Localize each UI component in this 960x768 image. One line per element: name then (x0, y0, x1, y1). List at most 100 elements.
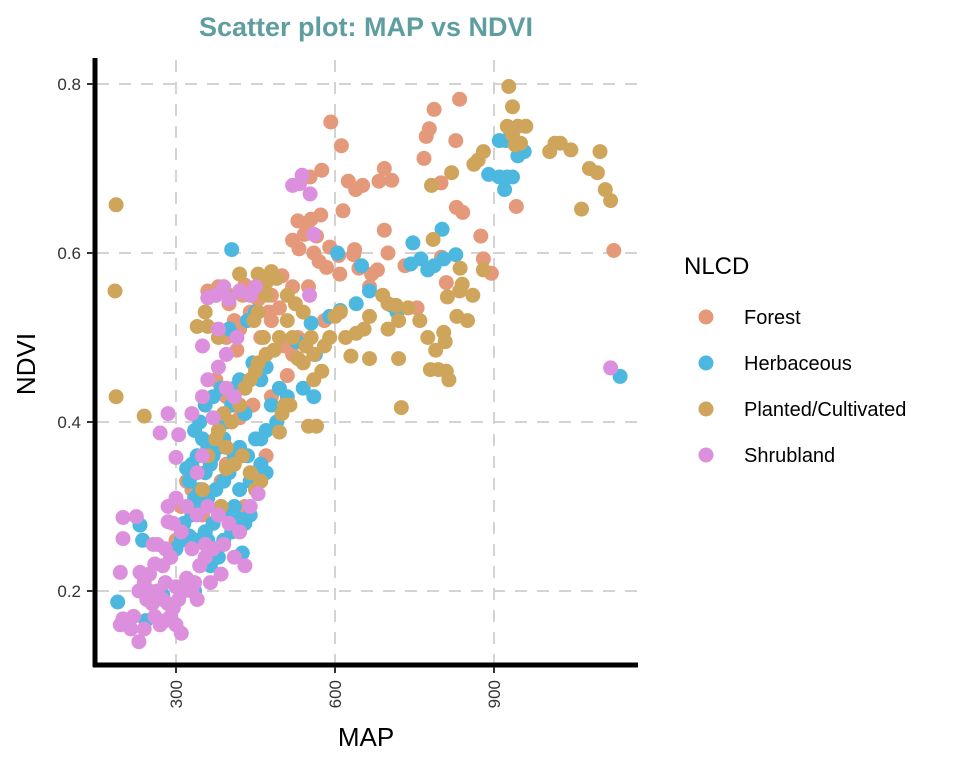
legend-label: Planted/Cultivated (744, 399, 906, 421)
data-point (452, 260, 468, 276)
data-point (380, 321, 396, 337)
data-point (441, 372, 457, 388)
data-point (606, 243, 622, 258)
data-point (200, 499, 216, 514)
data-point (452, 283, 468, 299)
data-point (362, 351, 377, 367)
data-point (200, 290, 216, 306)
data-point (412, 313, 428, 329)
y-tick-label: 0.8 (57, 75, 81, 94)
data-point (266, 342, 282, 358)
data-point (263, 397, 279, 413)
data-point (295, 380, 311, 396)
data-point (210, 321, 226, 337)
data-point (200, 372, 216, 388)
data-point (195, 482, 210, 498)
series-shrubland (112, 167, 619, 650)
data-point (142, 583, 157, 599)
data-point (481, 166, 497, 182)
data-point (403, 256, 419, 272)
y-tick-label: 0.2 (57, 582, 81, 601)
data-point (202, 575, 218, 591)
data-point (376, 161, 392, 176)
grid-lines (97, 60, 637, 663)
data-point (424, 177, 439, 193)
data-point (285, 330, 301, 345)
data-point (279, 313, 295, 329)
data-point (303, 315, 319, 331)
legend-key-shrubland (698, 447, 714, 463)
data-point (330, 245, 346, 261)
data-point (380, 245, 396, 261)
data-point (168, 579, 184, 595)
data-point (497, 182, 513, 198)
data-point (234, 448, 250, 464)
data-point (501, 79, 517, 94)
legend-title: NLCD (684, 253, 749, 280)
data-point (302, 186, 318, 202)
data-point (184, 406, 200, 422)
legend-key-planted-cultivated (698, 401, 714, 417)
data-point (448, 133, 464, 149)
data-point (347, 242, 363, 258)
data-point (136, 408, 152, 424)
data-point (422, 362, 438, 378)
data-point (338, 330, 354, 345)
data-point (261, 304, 277, 320)
data-point (574, 201, 589, 217)
data-point (271, 380, 287, 396)
data-point (282, 397, 298, 413)
data-point (173, 625, 189, 641)
legend: NLCD Forest Herbaceous Planted/Cultivated S… (684, 253, 906, 467)
data-point (115, 531, 131, 547)
data-point (242, 465, 258, 481)
data-point (420, 330, 436, 345)
y-tick-label: 0.6 (57, 244, 81, 263)
data-point (184, 541, 200, 557)
data-point (221, 292, 237, 307)
data-point (226, 549, 242, 565)
data-point (335, 203, 351, 219)
data-point (405, 235, 421, 251)
x-axis-ticks: 300 600 900 (167, 667, 504, 708)
data-point (426, 101, 442, 117)
data-point (448, 199, 464, 215)
data-point (208, 431, 224, 447)
data-point (108, 389, 124, 405)
data-point (229, 330, 245, 345)
data-point (375, 287, 391, 303)
y-axis-title: NDVI (11, 333, 41, 395)
data-point (160, 514, 176, 530)
legend-label: Herbaceous (744, 353, 852, 375)
data-point (333, 138, 349, 154)
data-point (255, 330, 271, 345)
data-point (294, 167, 310, 183)
data-point (279, 368, 295, 383)
data-point (348, 296, 364, 312)
data-point (189, 592, 205, 607)
data-point (213, 566, 229, 582)
data-point (475, 251, 491, 267)
data-point (393, 400, 409, 416)
data-point (168, 490, 184, 506)
data-point (311, 254, 327, 269)
data-point (369, 262, 385, 278)
data-point (603, 360, 619, 376)
data-point (189, 319, 205, 334)
data-point (232, 482, 248, 498)
data-point (371, 173, 387, 189)
data-point (126, 608, 142, 624)
data-point (354, 258, 369, 274)
data-point (250, 486, 266, 502)
data-points (107, 79, 628, 650)
y-tick-label: 0.4 (57, 413, 81, 432)
data-point (112, 564, 128, 580)
data-point (168, 450, 184, 465)
data-point (428, 342, 444, 358)
data-point (362, 283, 377, 299)
data-point (316, 338, 332, 354)
data-point (425, 232, 441, 247)
x-axis-title: MAP (338, 722, 394, 752)
data-point (355, 177, 371, 193)
data-point (391, 313, 407, 329)
